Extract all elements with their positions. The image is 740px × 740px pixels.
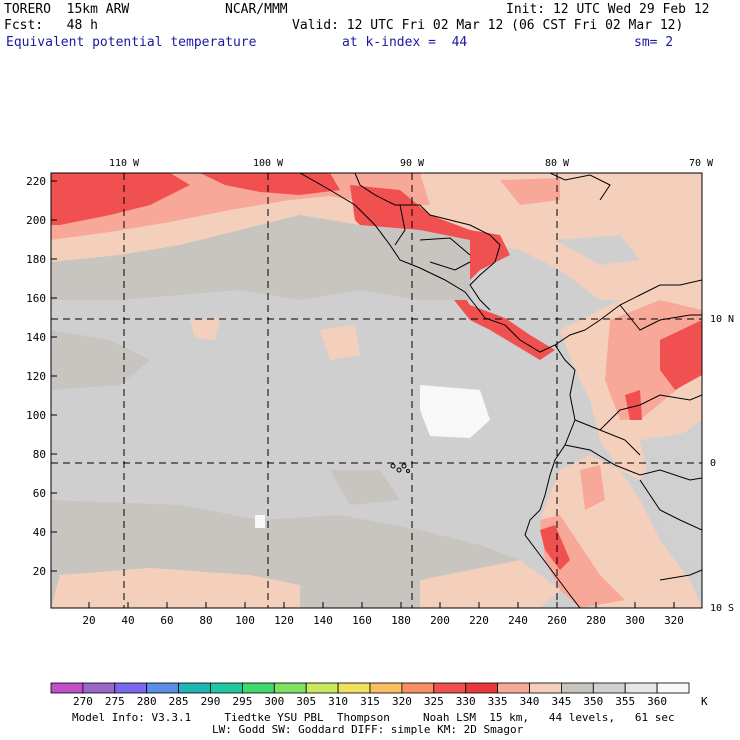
colorbar-swatch	[241, 682, 275, 694]
x-tick-label: 220	[469, 614, 489, 627]
init-time: Init: 12 UTC Wed 29 Feb 12	[506, 2, 710, 17]
y-tick-label: 180	[26, 253, 46, 266]
lat-label: 0	[710, 458, 716, 469]
y-tick-label: 40	[33, 526, 46, 539]
colorbar-swatch	[146, 682, 179, 694]
y-tick-label: 100	[26, 409, 46, 422]
coastlines	[299, 173, 702, 608]
lat-label: 10 S	[710, 603, 734, 614]
colorbar-swatch	[114, 682, 148, 694]
colorbar-swatch	[305, 682, 339, 694]
y-tick-label: 20	[33, 565, 46, 578]
colorbar-label: 295	[232, 695, 252, 708]
x-tick-label: 40	[121, 614, 134, 627]
x-tick-label: 140	[313, 614, 333, 627]
lon-label: 110 W	[109, 158, 140, 169]
colorbar-swatch	[337, 682, 371, 694]
x-tick-label: 300	[625, 614, 645, 627]
colorbar-swatch	[497, 682, 530, 694]
x-tick-marks	[88, 602, 675, 608]
plot-frame	[50, 172, 703, 609]
x-tick-label: 200	[430, 614, 450, 627]
x-tick-label: 100	[235, 614, 255, 627]
colorbar-label: 280	[137, 695, 157, 708]
colorbar-swatch	[273, 682, 307, 694]
colorbar-label: 355	[615, 695, 635, 708]
lon-label: 100 W	[253, 158, 284, 169]
field-name: Equivalent potential temperature	[6, 35, 257, 50]
forecast-hour: Fcst: 48 h	[4, 18, 98, 33]
colorbar-label: 310	[328, 695, 348, 708]
y-tick-label: 200	[26, 214, 46, 227]
x-tick-label: 180	[391, 614, 411, 627]
colorbar-swatch	[50, 682, 84, 694]
latlon-grid	[51, 173, 702, 608]
colorbar-label: 340	[520, 695, 540, 708]
x-tick-label: 60	[160, 614, 173, 627]
colorbar-label: 275	[105, 695, 125, 708]
theta-e-field	[51, 173, 702, 608]
colorbar-swatch	[624, 682, 658, 694]
model-title: TORERO 15km ARW	[4, 2, 130, 17]
colorbar-label: 285	[169, 695, 189, 708]
colorbar-label: 335	[488, 695, 508, 708]
y-tick-label: 220	[26, 175, 46, 188]
colorbar-swatch	[465, 682, 499, 694]
smoothing-label: sm= 2	[634, 35, 674, 50]
colorbar-swatch	[210, 682, 243, 694]
y-tick-label: 80	[33, 448, 46, 461]
level-label: at k-index = 44	[342, 35, 468, 50]
y-tick-label: 160	[26, 292, 46, 305]
color-bar: 270 275 280 285 290 295 300 305 310 315 320 325 330 3…	[50, 682, 690, 708]
colorbar-swatch	[82, 682, 116, 694]
x-tick-label: 260	[547, 614, 567, 627]
x-tick-label: 320	[664, 614, 684, 627]
lon-label: 80 W	[545, 158, 570, 169]
colorbar-swatch	[433, 682, 467, 694]
colorbar-label: 360	[647, 695, 667, 708]
colorbar-label: 350	[583, 695, 603, 708]
colorbar-swatch	[656, 682, 690, 694]
colorbar-swatch	[178, 682, 211, 694]
y-tick-label: 140	[26, 331, 46, 344]
colorbar-label: 315	[360, 695, 380, 708]
valid-time: Valid: 12 UTC Fri 02 Mar 12 (06 CST Fri …	[292, 18, 684, 33]
model-info-line2: LW: Godd SW: Goddard DIFF: simple KM: 2D…	[212, 723, 524, 736]
colorbar-label: 300	[264, 695, 284, 708]
colorbar-label: 270	[73, 695, 93, 708]
colorbar-label: 290	[201, 695, 221, 708]
y-tick-label: 120	[26, 370, 46, 383]
colorbar-label: 345	[551, 695, 571, 708]
colorbar-label: 325	[424, 695, 444, 708]
x-tick-label: 120	[274, 614, 294, 627]
model-info-line1: Model Info: V3.3.1 Tiedtke YSU PBL Thomp…	[72, 711, 675, 724]
lat-label: 10 N	[710, 314, 734, 325]
x-tick-label: 80	[199, 614, 212, 627]
x-tick-label: 20	[82, 614, 95, 627]
center-label: NCAR/MMM	[225, 2, 288, 17]
colorbar-swatch	[592, 682, 626, 694]
lon-label: 90 W	[400, 158, 425, 169]
colorbar-label: 330	[456, 695, 476, 708]
colorbar-label: 320	[392, 695, 412, 708]
colorbar-swatch	[561, 682, 594, 694]
islands	[390, 463, 410, 473]
colorbar-swatch	[369, 682, 403, 694]
y-tick-marks	[51, 180, 57, 572]
x-tick-label: 240	[508, 614, 528, 627]
colorbar-swatch	[529, 682, 562, 694]
lon-label: 70 W	[689, 158, 714, 169]
colorbar-unit: K	[701, 695, 708, 708]
x-tick-label: 160	[352, 614, 372, 627]
y-tick-label: 60	[33, 487, 46, 500]
colorbar-label: 305	[296, 695, 316, 708]
colorbar-swatch	[401, 682, 435, 694]
x-tick-label: 280	[586, 614, 606, 627]
